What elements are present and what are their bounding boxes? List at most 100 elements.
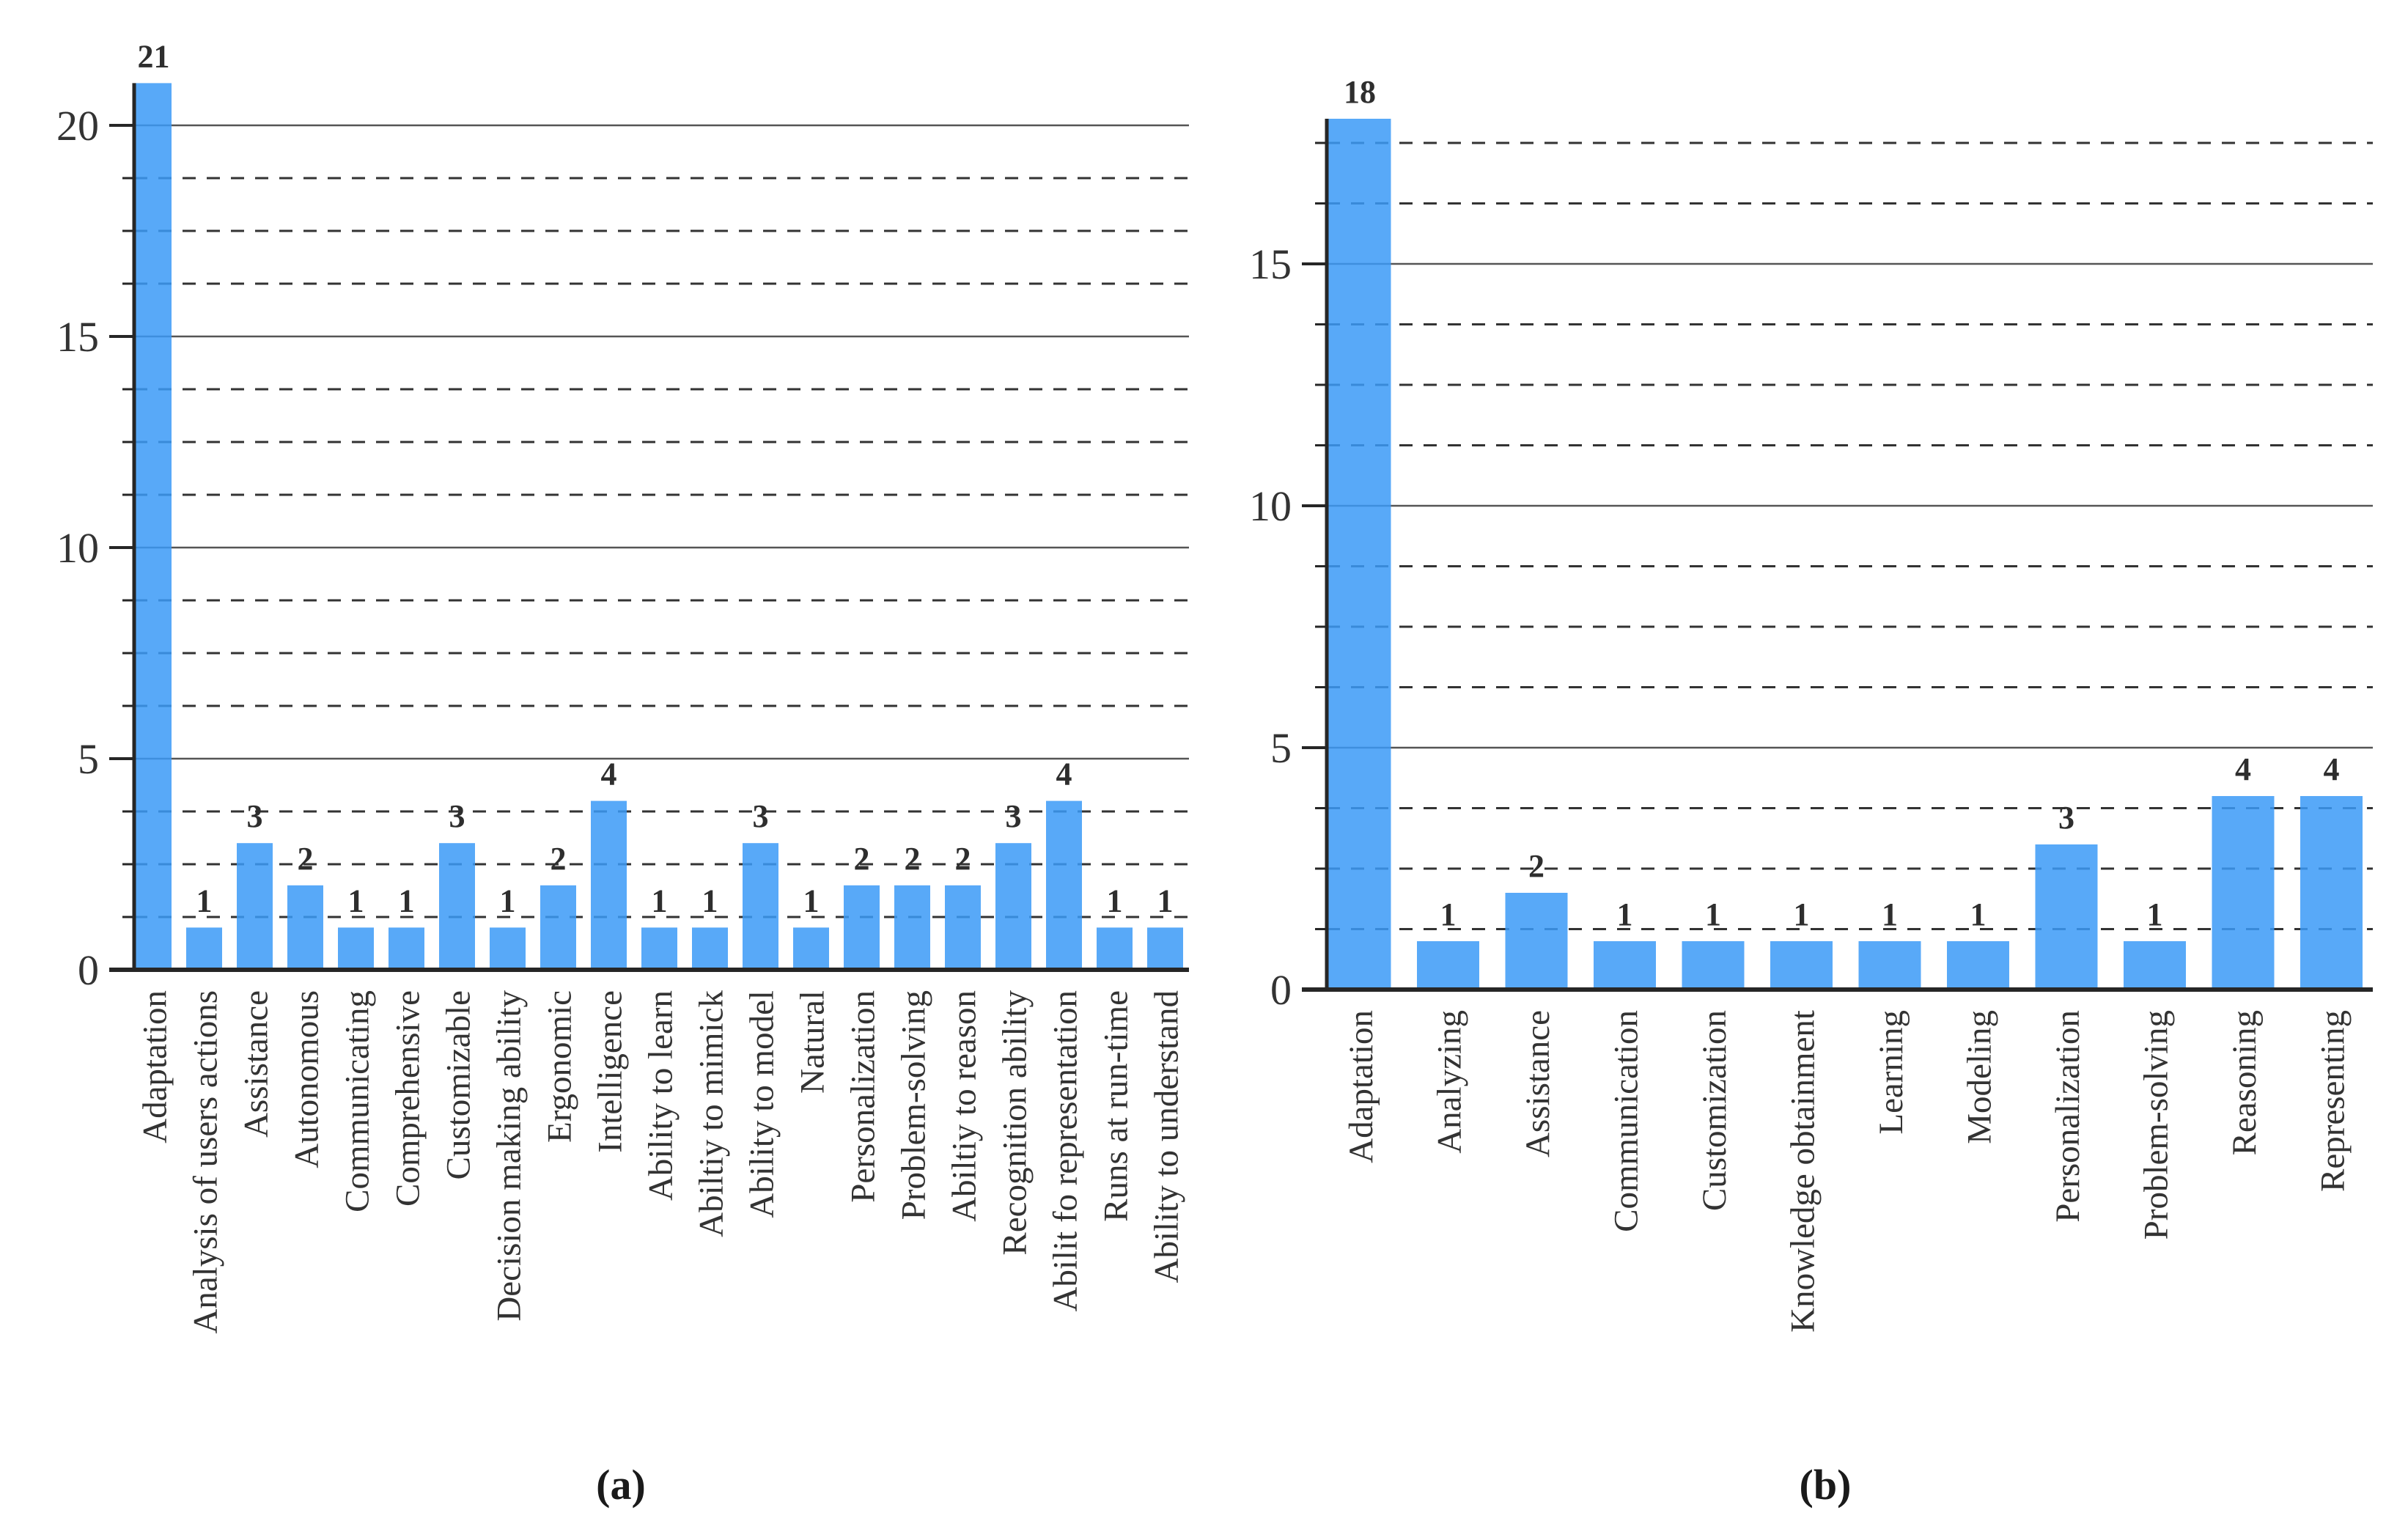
bar: [237, 843, 273, 970]
bar: [591, 800, 627, 970]
bar: [2300, 796, 2363, 990]
x-category-label: Assistance: [1519, 1010, 1557, 1157]
bar: [692, 927, 728, 970]
bar-value-label: 3: [449, 798, 465, 834]
x-category-label: Ability to learn: [642, 990, 680, 1201]
bar-chart-panel-b: 0 5 10 15 18 1 2 1 1 1 1 1 3 1 4 4 Adaptation Analyzing As…: [1249, 74, 2373, 1333]
x-category-label: Ability to model: [743, 990, 781, 1218]
x-category-label: Adaptation: [1342, 1010, 1380, 1163]
bar-value-label: 1: [399, 883, 415, 918]
bar-value-label: 1: [348, 883, 364, 918]
bar: [1858, 941, 1921, 990]
x-category-label: Adaptation: [136, 990, 174, 1144]
bar-value-label: 2: [551, 841, 567, 877]
x-category-label: Customization: [1695, 1010, 1734, 1211]
x-category-label: Learning: [1872, 1010, 1910, 1135]
bar: [287, 885, 323, 970]
x-category-label: Reasoning: [2225, 1010, 2264, 1155]
bar-value-label: 4: [1056, 756, 1072, 792]
bar: [1505, 893, 1568, 990]
bar: [1328, 119, 1391, 990]
bar-value-label: 1: [500, 883, 516, 918]
x-category-label: Assistance: [238, 990, 276, 1138]
bar-value-label: 18: [1344, 74, 1376, 110]
bar: [338, 927, 374, 970]
y-tick-label: 15: [56, 313, 99, 361]
panel-b-caption: (b): [1800, 1461, 1852, 1509]
bar-value-label: 3: [1006, 798, 1022, 834]
bar: [793, 927, 829, 970]
bar-value-label: 2: [955, 841, 971, 877]
x-category-label: Abiltiy to mimick: [693, 990, 731, 1237]
bar: [389, 927, 424, 970]
bar-value-label: 21: [138, 38, 170, 74]
bar-value-label: 1: [652, 883, 668, 918]
y-tick-label: 5: [78, 735, 99, 783]
bar: [844, 885, 880, 970]
x-category-label: Communication: [1608, 1010, 1646, 1232]
x-category-label: Analysis of users actions: [187, 990, 225, 1334]
bar-value-label: 2: [298, 841, 314, 877]
y-tick-label: 0: [78, 946, 99, 994]
bar-value-label: 1: [1617, 896, 1633, 932]
bar-value-label: 3: [247, 798, 263, 834]
bar: [641, 927, 677, 970]
y-tick-label: 20: [56, 102, 99, 150]
bar-value-label: 2: [905, 841, 921, 877]
x-category-label: Ergonomic: [541, 990, 579, 1143]
bar-value-label: 4: [2235, 751, 2251, 787]
y-tick-label: 0: [1270, 966, 1292, 1014]
bar: [1770, 941, 1833, 990]
bar: [490, 927, 526, 970]
bar: [1417, 941, 1479, 990]
x-category-label: Comprehensive: [389, 990, 427, 1207]
bar: [136, 83, 172, 970]
x-category-label: Customizable: [440, 990, 478, 1179]
x-category-label: Representing: [2314, 1010, 2352, 1192]
x-category-label: Analyzing: [1431, 1010, 1469, 1154]
y-tick-label: 10: [56, 524, 99, 572]
bar-value-label: 1: [1440, 896, 1457, 932]
bar-value-label: 2: [1528, 848, 1544, 884]
bar-value-label: 1: [702, 883, 718, 918]
bar: [186, 927, 222, 970]
bar: [894, 885, 930, 970]
y-tick-label: 10: [1249, 482, 1292, 530]
bar: [1594, 941, 1656, 990]
x-category-label: Autonomous: [288, 990, 326, 1168]
bar: [1947, 941, 2009, 990]
x-category-label: Problem-solving: [2138, 1010, 2176, 1240]
bar: [540, 885, 576, 970]
bar: [1097, 927, 1133, 970]
x-category-label: Recognition ability: [996, 990, 1034, 1256]
bar-value-label: 1: [1705, 896, 1721, 932]
x-category-label: Abilit fo representation: [1047, 990, 1085, 1312]
x-category-label: Natural: [794, 990, 832, 1094]
bar-value-label: 1: [803, 883, 820, 918]
bar: [439, 843, 475, 970]
bar: [945, 885, 981, 970]
bar: [1682, 941, 1745, 990]
bar-value-label: 3: [753, 798, 769, 834]
bar: [995, 843, 1031, 970]
y-tick-label: 5: [1270, 724, 1292, 772]
bar: [2212, 796, 2275, 990]
x-category-label: Personalization: [844, 990, 883, 1203]
x-category-label: Communicating: [339, 990, 377, 1212]
y-tick-label: 15: [1249, 240, 1292, 288]
x-category-label: Ability to understand: [1148, 990, 1186, 1283]
bar-value-label: 1: [1107, 883, 1123, 918]
x-category-label: Runs at run-time: [1097, 990, 1135, 1222]
bar-value-label: 1: [1157, 883, 1174, 918]
x-category-label: Problem-solving: [895, 990, 933, 1220]
bar: [1046, 800, 1082, 970]
bar-value-label: 4: [601, 756, 617, 792]
x-category-label: Abiltiy to reason: [946, 990, 984, 1222]
bar-value-label: 1: [196, 883, 213, 918]
x-category-label: Intelligence: [592, 990, 630, 1153]
bar-value-label: 1: [2147, 896, 2163, 932]
bar-value-label: 3: [2058, 800, 2074, 836]
bar-value-label: 2: [854, 841, 870, 877]
